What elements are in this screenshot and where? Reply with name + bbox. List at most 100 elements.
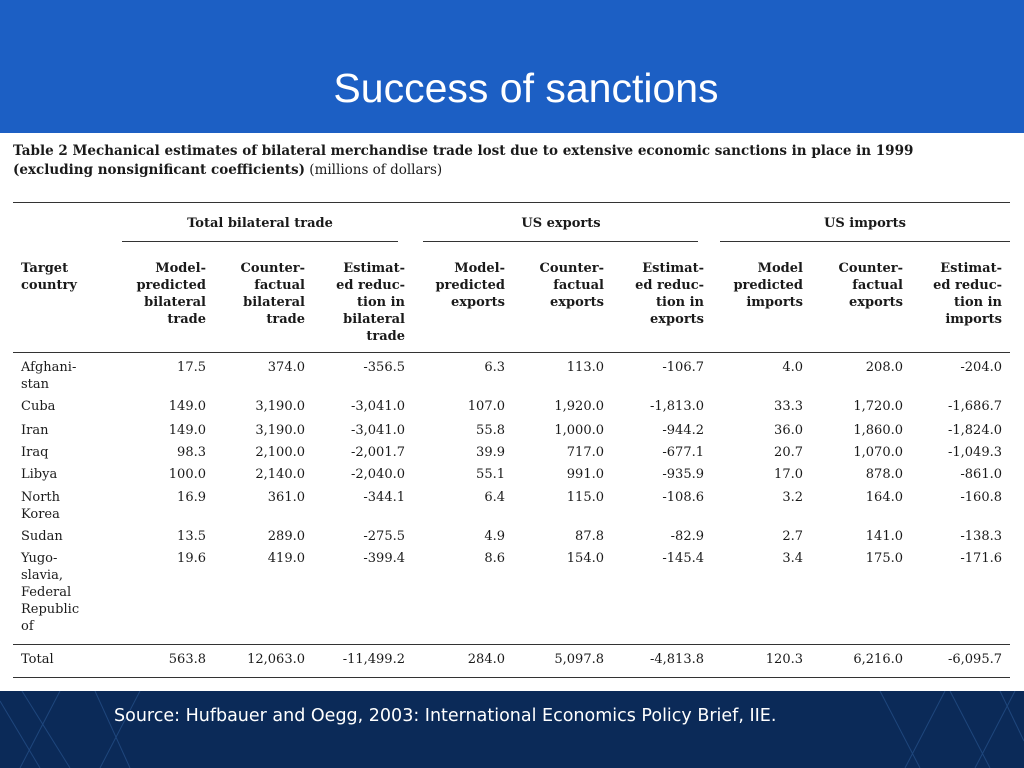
table-cell: -2,040.0	[350, 467, 405, 482]
group-rule-total	[122, 241, 398, 242]
top-rule	[13, 202, 1010, 203]
table-cell: -2,001.7	[350, 445, 405, 460]
table-cell: 1,920.0	[554, 399, 604, 414]
table-cell: -1,813.0	[649, 399, 704, 414]
table-cell: 33.3	[774, 399, 803, 414]
table-cell: 3,190.0	[255, 399, 305, 414]
source-note: Source: Hufbauer and Oegg, 2003: Interna…	[114, 706, 777, 726]
table-cell: -3,041.0	[350, 423, 405, 438]
table-cell: 289.0	[267, 529, 305, 544]
table-cell: -861.0	[960, 467, 1002, 482]
group-us-exports: US exports	[521, 216, 601, 231]
table-cell: 39.9	[476, 445, 505, 460]
table-cell-total: 120.3	[765, 652, 803, 667]
table-cell: 3,190.0	[255, 423, 305, 438]
table-cell: 361.0	[267, 490, 305, 505]
table-cell: 164.0	[865, 490, 903, 505]
table-cell: 4.0	[782, 360, 803, 375]
table-cell: -344.1	[363, 490, 405, 505]
table-cell: 36.0	[774, 423, 803, 438]
table-cell: -145.4	[662, 551, 704, 566]
row-country: Iraq	[21, 445, 49, 460]
table-cell: -82.9	[670, 529, 704, 544]
column-header: Counter- factual exports	[838, 261, 903, 310]
row-country: North Korea	[21, 490, 61, 522]
table-cell: 16.9	[177, 490, 206, 505]
row-country: Libya	[21, 467, 58, 482]
table-cell: -1,049.3	[947, 445, 1002, 460]
table-cell: -3,041.0	[350, 399, 405, 414]
table-cell: 6.3	[484, 360, 505, 375]
row-country: Afghani- stan	[21, 360, 77, 392]
column-header: Estimat- ed reduc- tion in exports	[635, 261, 704, 327]
table-cell: -108.6	[662, 490, 704, 505]
table-cell: -160.8	[960, 490, 1002, 505]
table-cell: 113.0	[566, 360, 604, 375]
table-cell: 3.4	[782, 551, 803, 566]
table-cell: 55.8	[476, 423, 505, 438]
footer-pattern	[0, 691, 1024, 768]
table-cell-total: -4,813.8	[649, 652, 704, 667]
table-cell: 374.0	[267, 360, 305, 375]
row-country: Iran	[21, 423, 49, 438]
table-caption-bold: Table 2 Mechanical estimates of bilatera…	[13, 143, 914, 178]
table-cell-total: -11,499.2	[342, 652, 405, 667]
table-cell: 87.8	[575, 529, 604, 544]
group-rule-exports	[423, 241, 698, 242]
table-cell: 107.0	[467, 399, 505, 414]
table-cell: 3.2	[782, 490, 803, 505]
table-cell: 2.7	[782, 529, 803, 544]
table-cell-total: -6,095.7	[947, 652, 1002, 667]
table-cell: 19.6	[177, 551, 206, 566]
table-cell: 20.7	[774, 445, 803, 460]
table-cell-total: 563.8	[168, 652, 206, 667]
table-cell: -677.1	[662, 445, 704, 460]
table-cell: 149.0	[168, 399, 206, 414]
table-cell: 991.0	[566, 467, 604, 482]
title-band	[0, 0, 1024, 133]
table-cell: 1,070.0	[853, 445, 903, 460]
table-cell: 149.0	[168, 423, 206, 438]
row-country: Yugo- slavia, Federal Republic of	[21, 551, 80, 634]
row-country: Sudan	[21, 529, 63, 544]
table-cell: -204.0	[960, 360, 1002, 375]
column-header-country: Target country	[21, 261, 77, 293]
table-cell-total: 6,216.0	[853, 652, 903, 667]
group-rule-imports	[720, 241, 1010, 242]
table-cell: 115.0	[566, 490, 604, 505]
table-cell: 100.0	[168, 467, 206, 482]
table-cell: 419.0	[267, 551, 305, 566]
table-cell: 13.5	[177, 529, 206, 544]
table-cell-total: 5,097.8	[554, 652, 604, 667]
column-header: Estimat- ed reduc- tion in bilateral tra…	[336, 261, 405, 344]
table-cell: 717.0	[566, 445, 604, 460]
column-header: Estimat- ed reduc- tion in imports	[933, 261, 1002, 327]
table-cell: 1,000.0	[554, 423, 604, 438]
table-cell: -171.6	[960, 551, 1002, 566]
bottom-rule	[13, 677, 1010, 678]
table-cell: -138.3	[960, 529, 1002, 544]
total-rule	[13, 644, 1010, 645]
column-header: Model predicted imports	[733, 261, 803, 310]
table-cell-total: 284.0	[467, 652, 505, 667]
table-cell: 8.6	[484, 551, 505, 566]
footer-band	[0, 691, 1024, 768]
table-cell: 2,140.0	[255, 467, 305, 482]
table-cell: 98.3	[177, 445, 206, 460]
row-country: Cuba	[21, 399, 56, 414]
slide-title: Success of sanctions	[333, 65, 719, 111]
table-cell: 878.0	[865, 467, 903, 482]
table-cell: -1,686.7	[947, 399, 1002, 414]
table-cell: 141.0	[865, 529, 903, 544]
table-cell: 1,860.0	[853, 423, 903, 438]
table-cell: 208.0	[865, 360, 903, 375]
table-cell: -275.5	[363, 529, 405, 544]
table-caption: Table 2 Mechanical estimates of bilatera…	[13, 142, 993, 180]
table-cell: 6.4	[484, 490, 505, 505]
column-header: Model- predicted exports	[435, 261, 505, 310]
table-cell: -399.4	[363, 551, 405, 566]
table-cell: -356.5	[363, 360, 405, 375]
group-us-imports: US imports	[824, 216, 906, 231]
table-panel: Table 2 Mechanical estimates of bilatera…	[0, 133, 1024, 691]
column-header: Model- predicted bilateral trade	[136, 261, 206, 327]
